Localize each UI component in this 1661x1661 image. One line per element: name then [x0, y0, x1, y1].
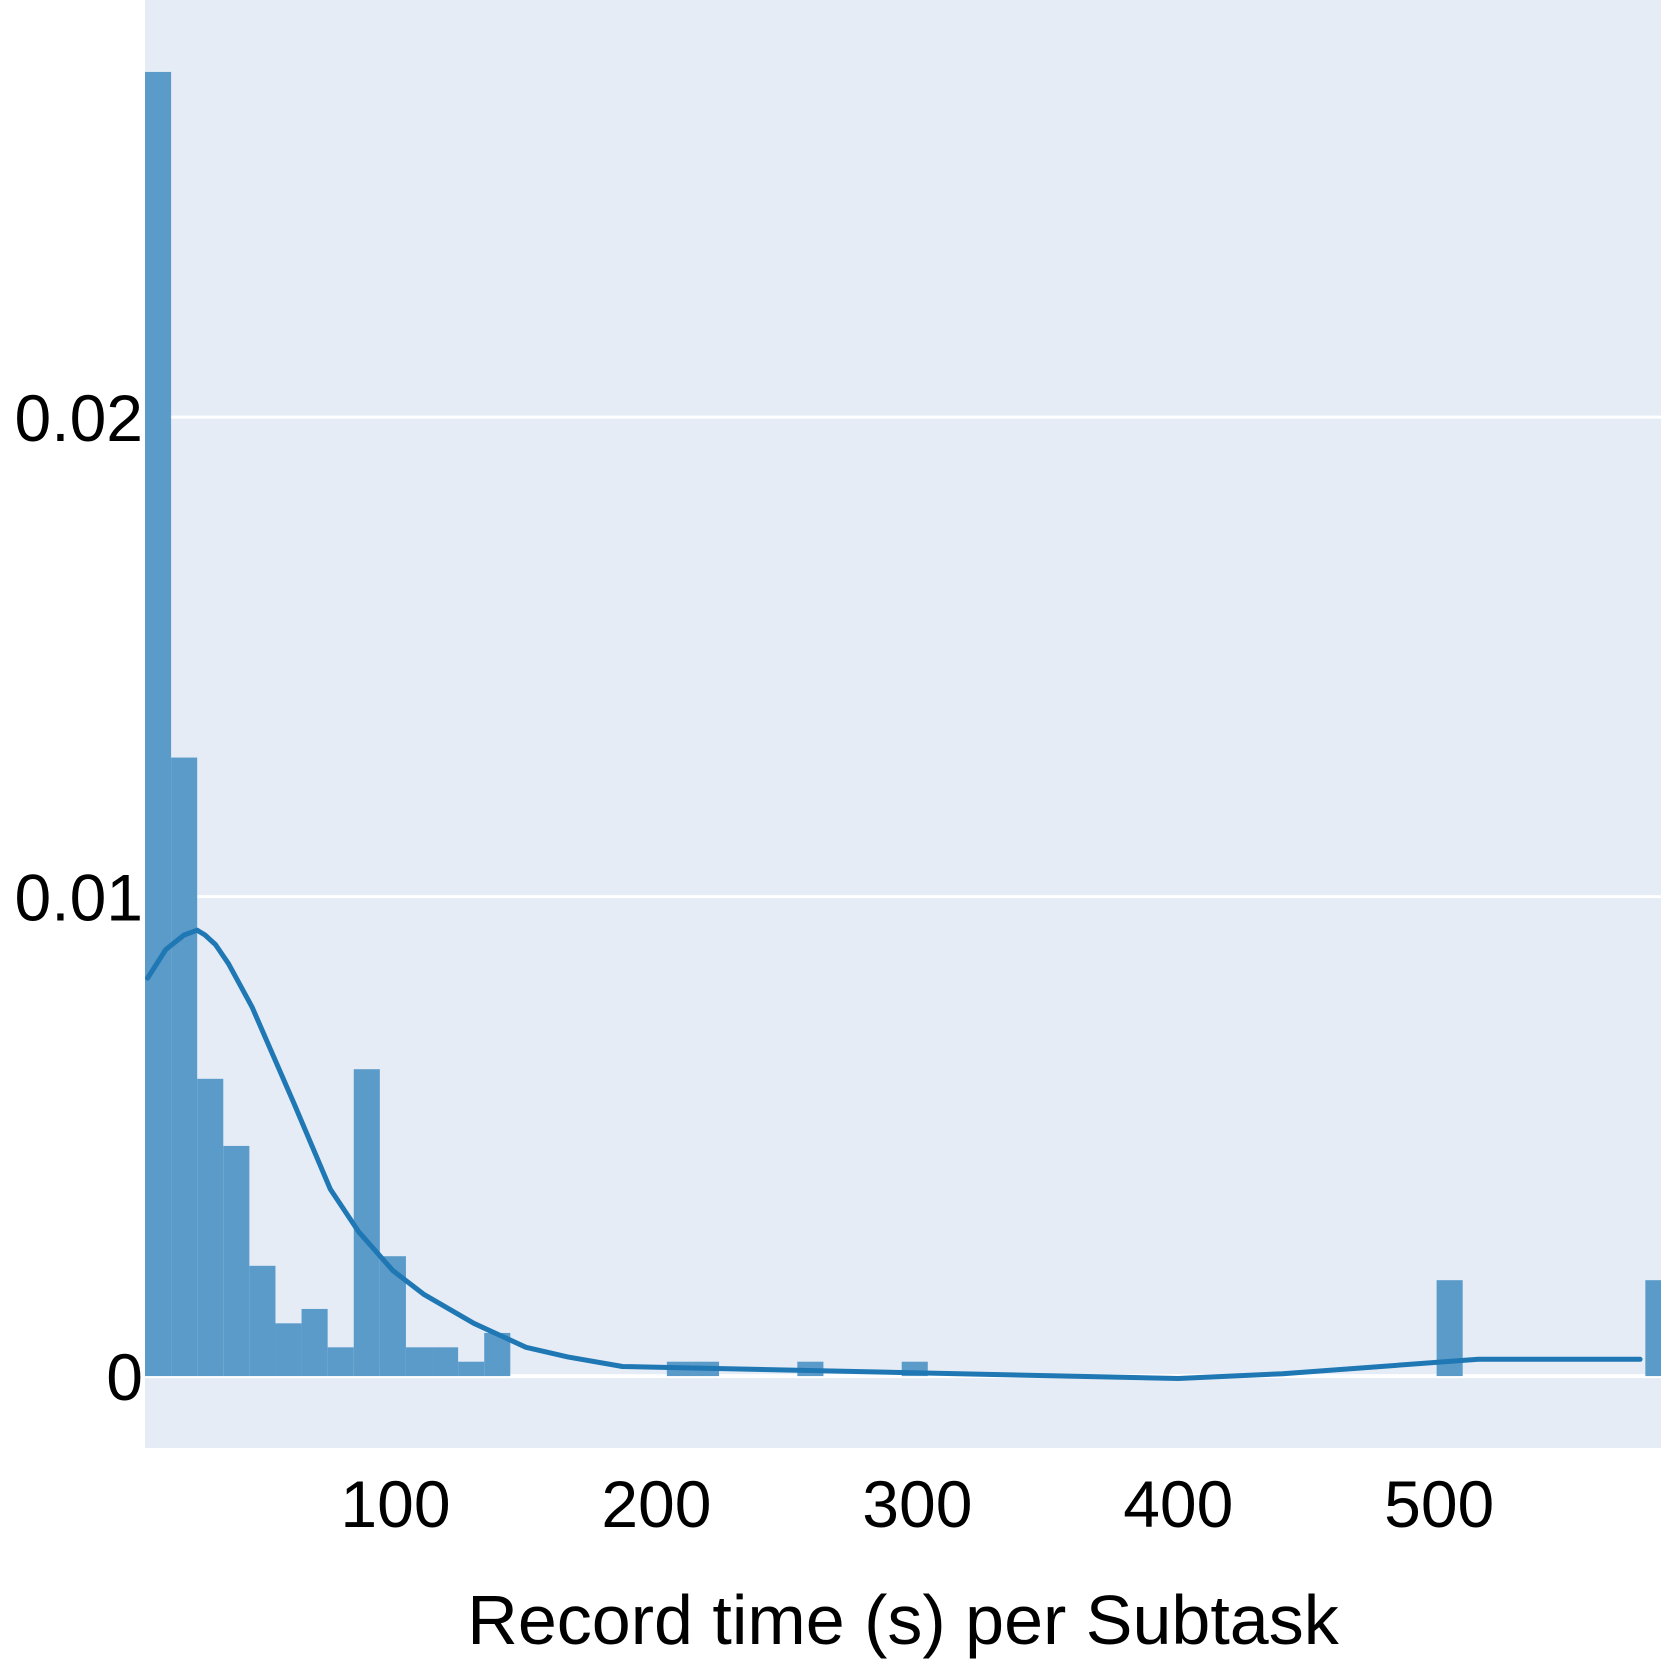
histogram-bar — [301, 1308, 328, 1377]
histogram-bar — [145, 71, 172, 1377]
x-tick-label: 300 — [862, 1467, 972, 1541]
y-tick-label: 0.02 — [15, 381, 143, 455]
y-tick-label: 0.01 — [15, 861, 143, 935]
x-tick-label: 500 — [1384, 1467, 1494, 1541]
y-tick-label: 0 — [106, 1340, 143, 1414]
x-tick-label: 400 — [1123, 1467, 1233, 1541]
histogram-bar — [249, 1265, 276, 1377]
x-tick-label: 200 — [601, 1467, 711, 1541]
histogram-bars — [145, 71, 1661, 1377]
x-axis-tick-labels: 100 200 300 400 500 — [340, 1467, 1494, 1541]
y-axis-tick-labels: 0 0.01 0.02 — [15, 381, 143, 1414]
histogram-bar — [327, 1347, 354, 1377]
histogram-bar — [379, 1256, 406, 1377]
density-curve — [145, 927, 1643, 1381]
x-tick-label: 100 — [340, 1467, 450, 1541]
histogram-bar — [405, 1347, 433, 1377]
histogram-bar — [458, 1361, 485, 1377]
histogram-bar — [1645, 1280, 1661, 1377]
plot-background — [145, 0, 1661, 1448]
histogram-bar — [275, 1323, 302, 1377]
histogram-bar — [171, 757, 198, 1377]
histogram-bar — [197, 1078, 224, 1377]
x-axis-title: Record time (s) per Subtask — [467, 1581, 1339, 1659]
histogram-bar — [223, 1145, 250, 1377]
histogram-bar — [353, 1069, 380, 1377]
histogram-bar — [432, 1347, 459, 1377]
